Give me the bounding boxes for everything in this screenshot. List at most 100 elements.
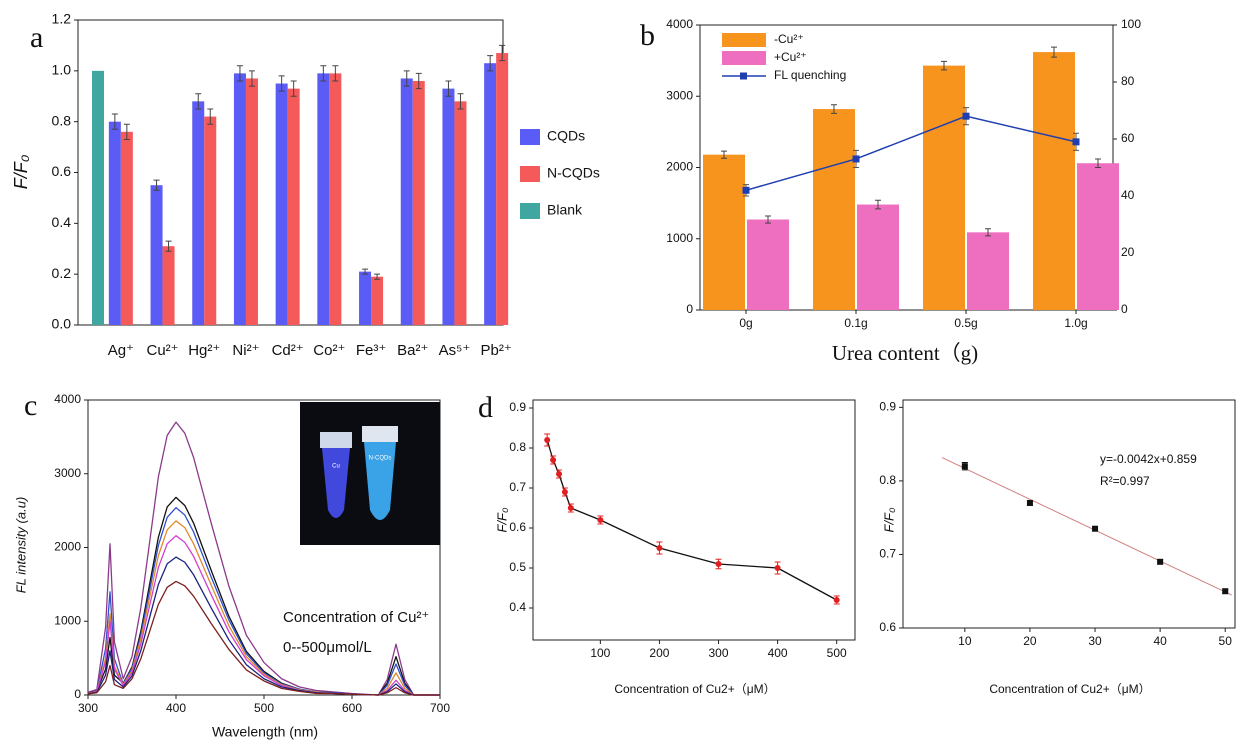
inset-label: Cu [332, 464, 340, 470]
y-tick-label: 0 [74, 687, 81, 701]
legend-label: +Cu²⁺ [774, 50, 807, 64]
x-tick-label: 200 [649, 646, 669, 660]
x-axis-label: Urea content（g) [832, 341, 978, 365]
error-bar [1051, 46, 1057, 58]
point [555, 471, 562, 477]
bar [496, 53, 509, 326]
error-bar [457, 93, 464, 110]
legend-label: FL quenching [774, 68, 846, 82]
y-tick-label: 0.4 [52, 214, 72, 230]
tube-cap [320, 432, 352, 448]
line [87, 421, 440, 696]
bar [371, 276, 384, 325]
bar [454, 101, 467, 325]
point [1157, 558, 1164, 565]
x-tick-label: 400 [166, 701, 186, 715]
y-axis-label: F/F₀ [11, 154, 31, 189]
y-tick-label: 0.8 [879, 473, 896, 487]
x-tick-label: 700 [430, 701, 450, 715]
error-bar [165, 240, 172, 252]
y-tick-label: 0.7 [879, 547, 896, 561]
y-tick-label: 0.8 [509, 440, 526, 454]
y-tick-label: 1000 [666, 231, 693, 245]
y-tick-label: 1.0 [52, 62, 72, 78]
line [745, 115, 1077, 192]
y-tick-label: 0.9 [879, 400, 896, 414]
y-tick-label: 0.6 [52, 163, 72, 179]
x-tick-label: Hg²⁺ [188, 342, 220, 359]
y2-tick-label: 100 [1121, 17, 1141, 31]
point [774, 565, 781, 571]
point [1092, 525, 1099, 532]
error-bar [831, 104, 837, 114]
line [87, 580, 440, 696]
legend-label: N-CQDs [547, 165, 600, 181]
x-axis-label: Wavelength (nm) [212, 724, 318, 740]
panel-letter: b [640, 19, 655, 52]
legend-swatch [520, 129, 540, 145]
tube-cap [362, 426, 398, 442]
bar [412, 81, 425, 325]
x-tick-label: Ba²⁺ [397, 342, 428, 359]
error-bar [362, 268, 369, 275]
line-marker [1072, 138, 1080, 146]
y-tick-label: 4000 [54, 392, 81, 406]
y-tick-label: 0.8 [52, 112, 72, 128]
y-tick-label: 2000 [666, 160, 693, 174]
point [715, 561, 722, 567]
point [1026, 499, 1033, 506]
point [544, 437, 551, 443]
bar [120, 131, 133, 325]
y-axis-label: F/F₀ [881, 507, 896, 532]
y-tick-label: 0.6 [879, 620, 896, 634]
y-tick-label: 2000 [54, 540, 81, 554]
y-tick-label: 1000 [54, 613, 81, 627]
plot-frame [902, 399, 1236, 629]
y-tick-label: 0.4 [509, 600, 526, 614]
line-marker [742, 186, 750, 194]
error-bar [207, 108, 214, 125]
bar [923, 65, 965, 310]
error-bar [875, 199, 881, 210]
y-tick-label: 3000 [666, 88, 693, 102]
error-bar [403, 70, 410, 87]
annotation: R²=0.997 [1100, 474, 1150, 488]
x-tick-label: Ag⁺ [108, 342, 134, 359]
bar [747, 219, 789, 310]
error-bar [1095, 158, 1101, 168]
y-tick-label: 4000 [666, 17, 693, 31]
bar [204, 116, 217, 325]
point [833, 597, 840, 603]
y-axis-label: F/F₀ [494, 507, 509, 532]
y-tick-label: 0.7 [509, 480, 526, 494]
x-tick-label: Cd²⁺ [272, 342, 304, 359]
error-bar [499, 44, 506, 62]
error-bar [415, 72, 422, 90]
y-tick-label: 0.0 [52, 316, 72, 332]
x-tick-label: 50 [1219, 634, 1233, 648]
error-bar [195, 93, 202, 110]
x-tick-label: 0.1g [844, 316, 867, 330]
fit-line [941, 457, 1232, 596]
legend-marker [740, 72, 747, 80]
point [567, 505, 574, 511]
x-tick-label: 40 [1153, 634, 1167, 648]
y2-tick-label: 0 [1121, 302, 1128, 316]
x-tick-label: Ni²⁺ [232, 342, 259, 359]
bar [703, 154, 745, 310]
panel-letter: d [478, 391, 493, 424]
y2-tick-label: 40 [1121, 188, 1135, 202]
inset-label: N-CQDs [369, 456, 392, 462]
bar [150, 185, 163, 325]
plot-frame [532, 399, 856, 641]
panel-letter: a [30, 21, 43, 54]
error-bar [278, 75, 285, 92]
error-bar [721, 150, 727, 159]
error-bar [153, 179, 160, 191]
x-tick-label: 0.5g [954, 316, 977, 330]
error-bar [123, 123, 130, 140]
bar [400, 78, 413, 325]
legend-swatch [520, 203, 540, 219]
bar [245, 78, 258, 325]
